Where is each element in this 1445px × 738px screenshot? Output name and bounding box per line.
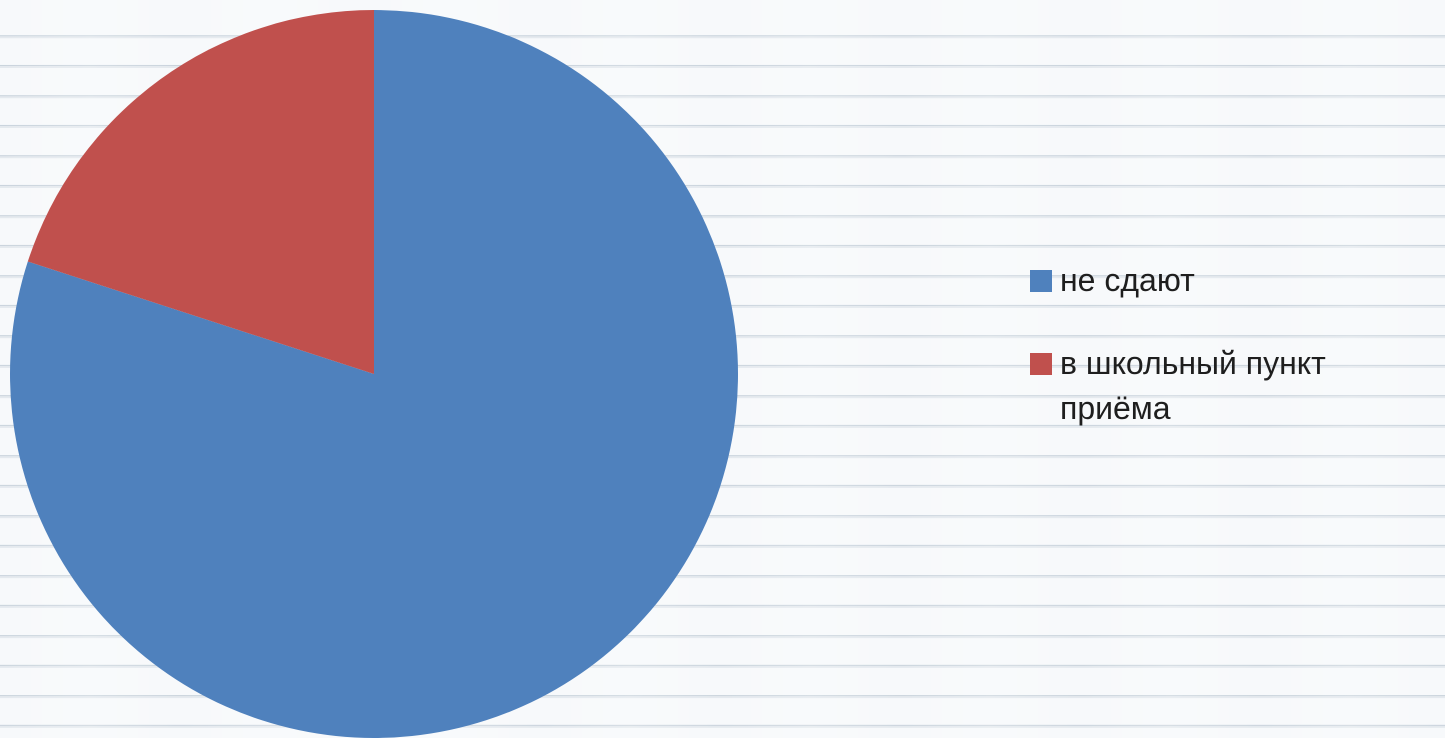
legend-swatch-blue	[1030, 270, 1052, 292]
legend-label: не сдают	[1060, 262, 1195, 298]
pie-slice-ne-sdayut	[10, 10, 738, 738]
legend-swatch-red	[1030, 353, 1052, 375]
pie-slice-shkolny-punkt	[27, 9, 374, 374]
legend-item-ne-sdayut: не сдают	[1030, 258, 1440, 303]
pie-chart	[10, 9, 738, 738]
chart-legend: не сдают в школьный пункт приёма	[1030, 258, 1440, 469]
legend-item-shkolny-punkt: в школьный пункт приёма	[1030, 341, 1440, 431]
legend-label: в школьный пункт приёма	[1060, 345, 1326, 426]
